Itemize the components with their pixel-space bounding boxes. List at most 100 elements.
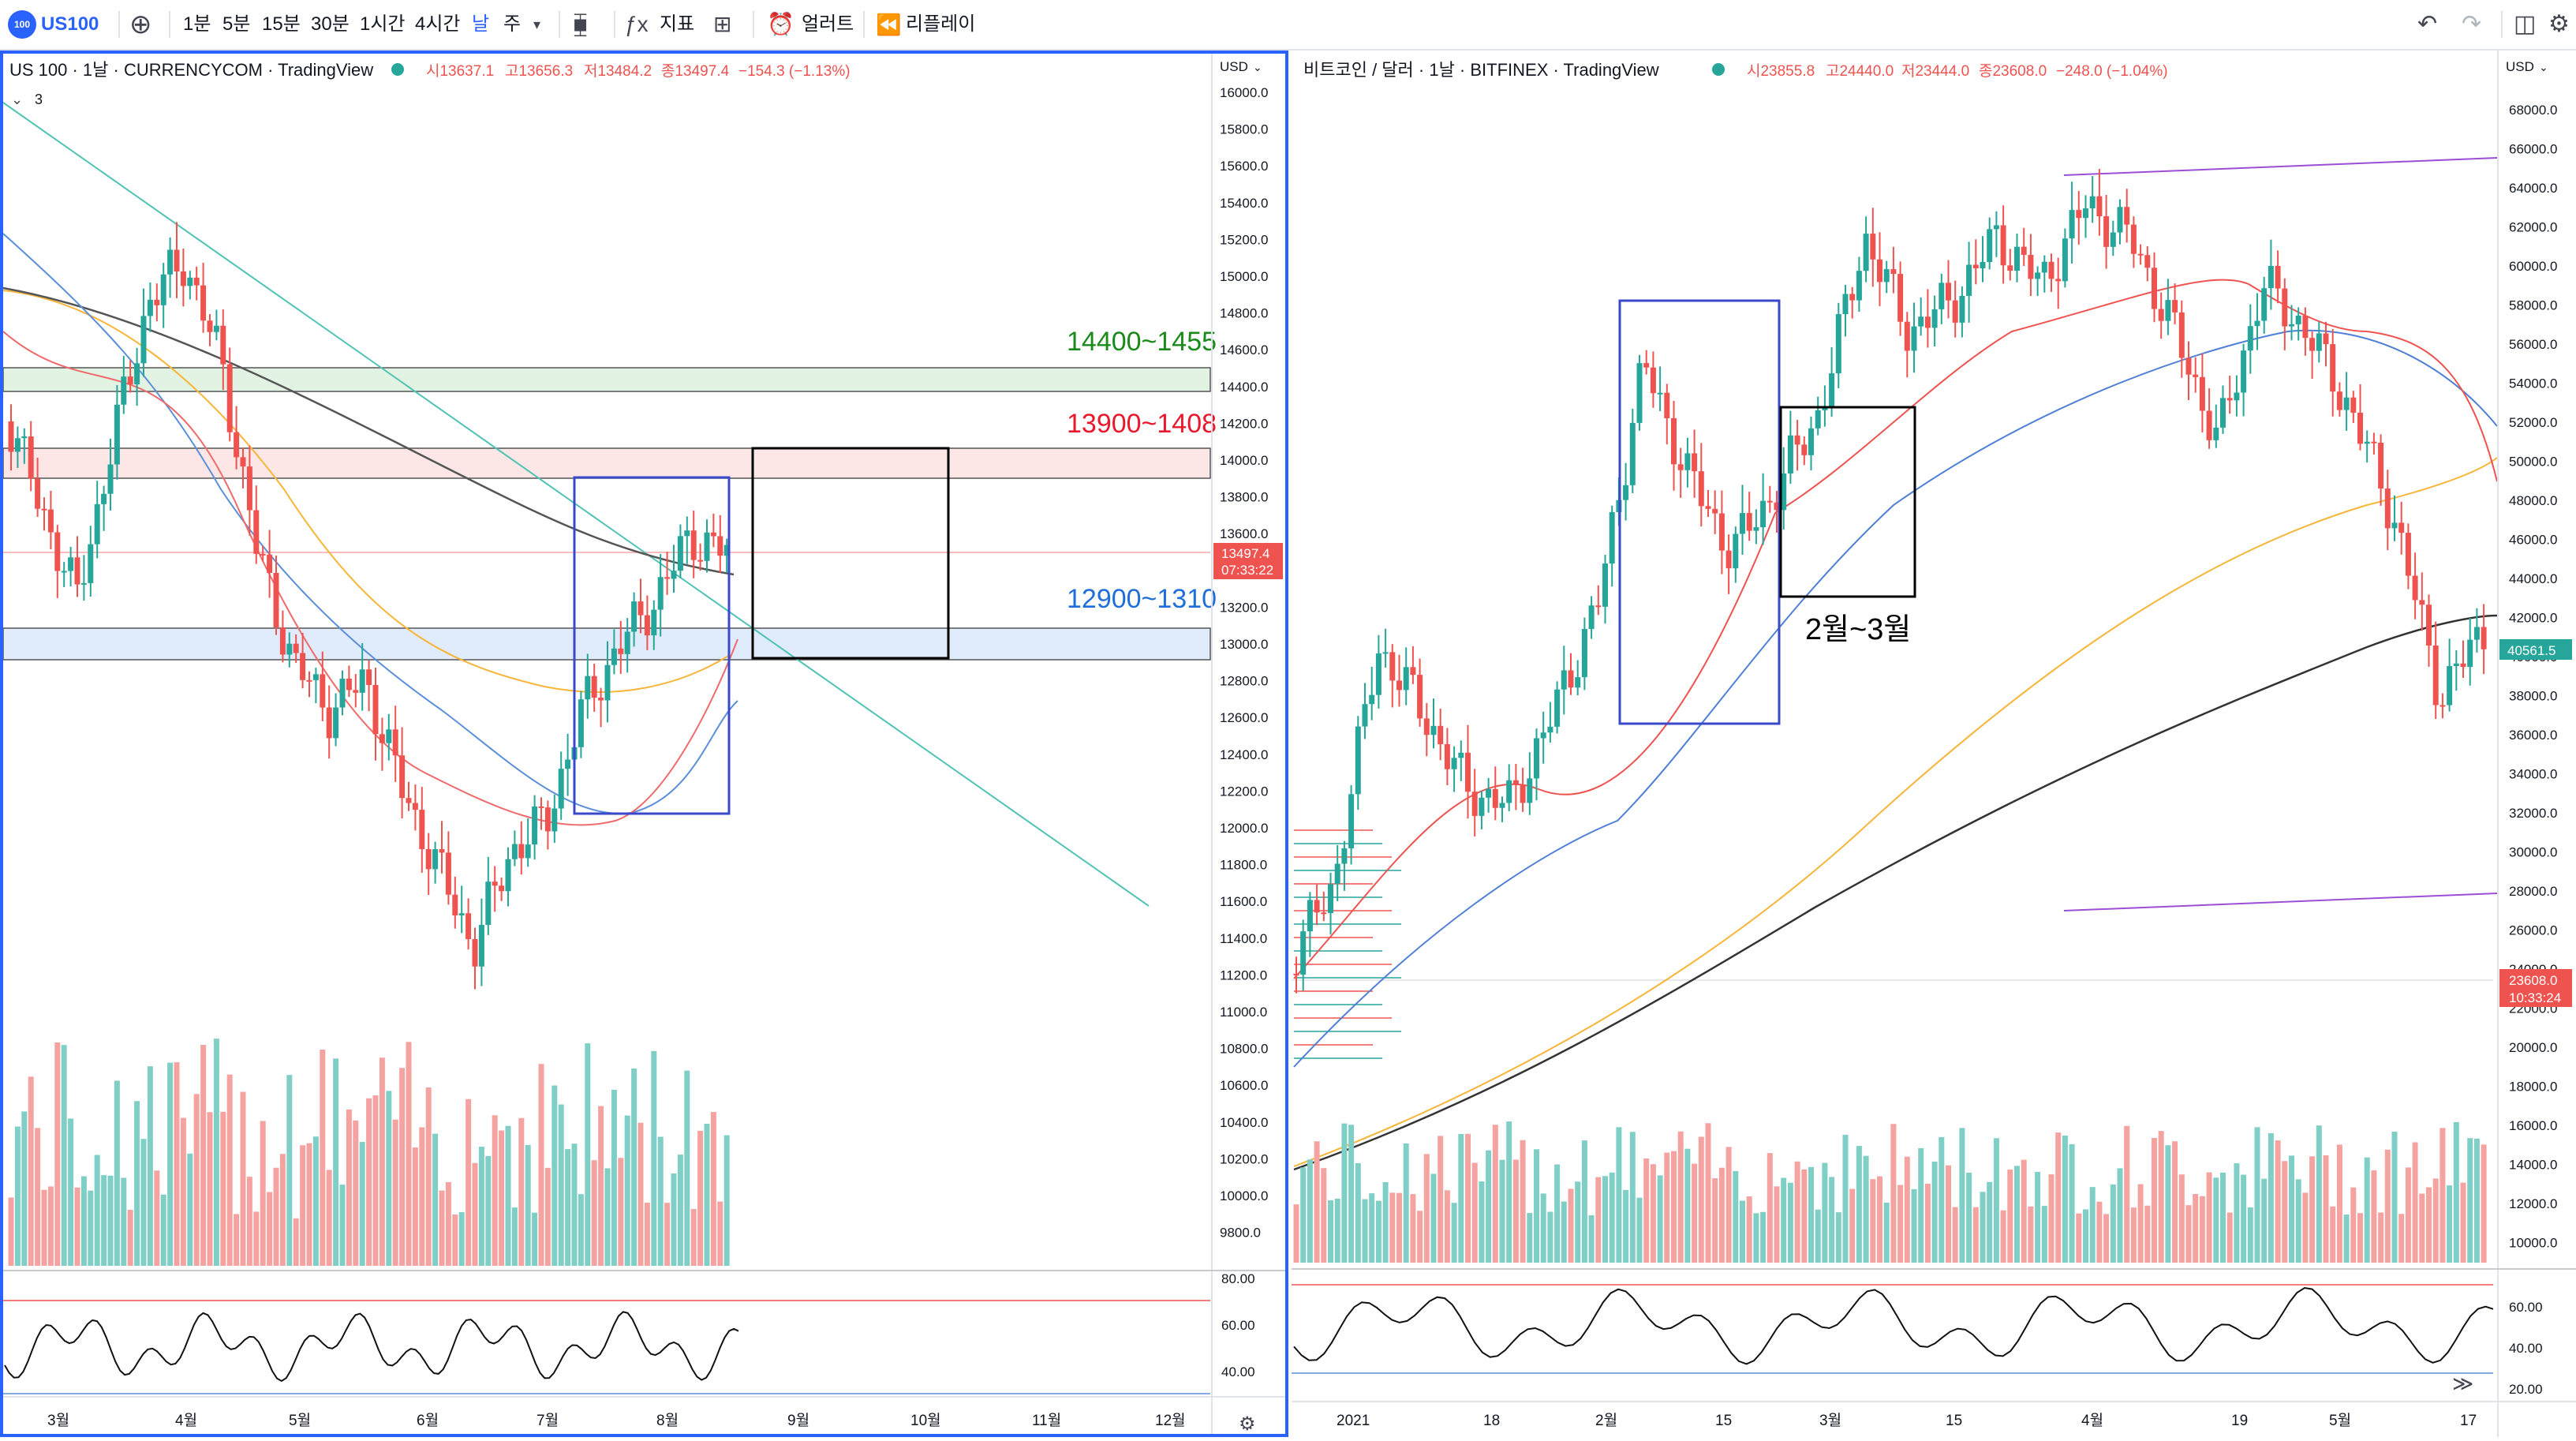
us100-chart-pane[interactable]: 14400~1455 13900~1408 12900~1310 US 100 … <box>0 51 1288 1437</box>
interval-4h-button[interactable]: 4시간 <box>415 13 461 35</box>
volume-bar <box>2041 1206 2047 1263</box>
interval-dropdown-icon[interactable]: ▾ <box>533 17 541 32</box>
candle-body <box>1293 974 1299 975</box>
candle-body <box>1712 508 1718 514</box>
price-tick: 16000.0 <box>2509 1118 2557 1133</box>
price-tick: 11600.0 <box>1220 894 1267 909</box>
indicators-button[interactable]: 지표 <box>660 13 695 35</box>
candle-body <box>1643 363 1650 368</box>
indicator-count[interactable]: 3 <box>35 92 43 107</box>
candle-body <box>2152 268 2157 309</box>
volume-bar <box>2282 1161 2288 1263</box>
black-rectangle-drawing[interactable] <box>751 447 950 660</box>
volume-bar <box>180 1117 186 1266</box>
candle-body <box>1924 316 1931 328</box>
us100-title[interactable]: US 100 · 1날 · CURRENCYCOM · TradingView <box>9 60 373 80</box>
candle-body <box>2055 279 2062 282</box>
alarm-clock-icon[interactable]: ⏰ <box>767 12 794 36</box>
interval-5m-button[interactable]: 5분 <box>222 13 251 35</box>
candle-style-icon[interactable]: ⧯ <box>573 11 589 37</box>
replay-button[interactable]: 리플레이 <box>906 13 976 35</box>
time-tick: 2월 <box>1595 1412 1617 1429</box>
candle-body <box>2220 398 2226 428</box>
us100-time-axis[interactable]: 3월 4월 5월 6월 7월 8월 9월 10월 11월 12월 <box>47 1412 1186 1429</box>
teal-trendline[interactable] <box>2 102 1150 907</box>
price-tick: 15600.0 <box>1220 159 1268 174</box>
replay-rewind-icon[interactable]: ⏪ <box>876 13 902 36</box>
volume-bar <box>478 1147 484 1266</box>
currency-dropdown-icon[interactable]: ⌄ <box>1253 61 1262 73</box>
undo-icon[interactable]: ↶ <box>2417 11 2438 37</box>
indicators-collapse-toggle[interactable]: ⌄ <box>11 92 23 107</box>
volume-bar <box>1959 1128 1965 1263</box>
volume-bar <box>54 1042 61 1266</box>
indicators-icon[interactable]: ƒx <box>625 12 649 36</box>
volume-bar <box>2481 1144 2487 1263</box>
volume-bar <box>273 1167 279 1266</box>
blue-rectangle-drawing[interactable] <box>573 476 731 815</box>
scroll-to-latest-icon[interactable]: ≫ <box>2452 1372 2473 1395</box>
compare-add-icon[interactable]: ⊕ <box>129 9 152 39</box>
candle-body <box>651 609 657 636</box>
time-tick: 12월 <box>1155 1412 1186 1429</box>
volume-bar <box>1952 1207 1958 1263</box>
redo-icon[interactable]: ↷ <box>2462 11 2482 37</box>
chart-settings-gear-icon[interactable]: ⚙ <box>1239 1413 1256 1435</box>
candle-body <box>1479 797 1485 816</box>
currency-label[interactable]: USD <box>1220 59 1248 74</box>
btc-title[interactable]: 비트코인 / 달러 · 1날 · BITFINEX · TradingView <box>1303 60 1659 80</box>
candle-body <box>306 679 312 682</box>
interval-15m-button[interactable]: 15분 <box>262 13 301 35</box>
btc-chart-pane[interactable]: 2월~3월 비트코인 / 달러 · 1날 · BITFINEX · Tradin… <box>1292 51 2576 1437</box>
layout-icon[interactable]: ◫ <box>2514 11 2537 37</box>
candle-body <box>2241 350 2247 393</box>
templates-grid-icon[interactable]: ⊞ <box>713 12 732 36</box>
volume-bar <box>1300 1167 1307 1263</box>
volume-bar <box>651 1050 657 1266</box>
candle-body <box>2028 254 2034 279</box>
candle-body <box>180 271 186 286</box>
blue-rectangle-drawing[interactable] <box>1618 299 1781 725</box>
volume-bar <box>677 1155 683 1266</box>
candle-body <box>154 299 160 305</box>
candle-body <box>2467 639 2473 668</box>
volume-bar <box>624 1115 630 1266</box>
candle-body <box>1547 726 1553 733</box>
candle-body <box>631 601 637 632</box>
ma-orange-line <box>2 290 731 693</box>
interval-day-button[interactable]: 날 <box>472 13 490 35</box>
candle-body <box>2076 210 2082 219</box>
purple-lower-channel[interactable] <box>2063 893 2498 911</box>
us100-price-axis[interactable]: 16000.0 15800.0 15600.0 15400.0 15200.0 15000… <box>1220 85 1268 1241</box>
toolbar-divider <box>118 11 120 38</box>
candle-body <box>2103 216 2110 247</box>
candle-body <box>538 806 544 808</box>
interval-1m-button[interactable]: 1분 <box>183 13 211 35</box>
settings-gear-icon[interactable]: ⚙ <box>2548 11 2570 37</box>
volume-bar <box>2021 1159 2027 1263</box>
volume-bar <box>2234 1163 2240 1263</box>
candle-body <box>1870 234 1876 260</box>
purple-upper-channel[interactable] <box>2063 157 2498 176</box>
currency-dropdown-icon[interactable]: ⌄ <box>2539 61 2548 73</box>
volume-bar <box>107 1175 114 1266</box>
btc-price-axis[interactable]: 68000.0 66000.0 64000.0 62000.0 60000.0 58000… <box>2509 103 2557 1251</box>
volume-bar <box>432 1133 439 1266</box>
volume-bar <box>1877 1176 1882 1263</box>
alert-button[interactable]: 얼러트 <box>802 13 854 35</box>
candle-body <box>1355 726 1361 795</box>
currency-label[interactable]: USD <box>2506 59 2534 74</box>
black-rectangle-drawing[interactable] <box>1779 406 1916 598</box>
annotation-label[interactable]: 2월~3월 <box>1805 613 1911 646</box>
symbol-logo-icon[interactable]: 100 <box>8 10 36 39</box>
interval-week-button[interactable]: 주 <box>503 13 522 35</box>
price-tick: 13200.0 <box>1220 600 1268 615</box>
symbol-search-button[interactable]: US100 <box>41 13 99 35</box>
candle-body <box>458 913 465 915</box>
price-tick: 10000.0 <box>1220 1188 1268 1203</box>
interval-1h-button[interactable]: 1시간 <box>360 13 406 35</box>
btc-time-axis[interactable]: 2021 18 2월 15 3월 15 4월 19 5월 17 <box>1337 1412 2477 1429</box>
interval-30m-button[interactable]: 30분 <box>311 13 350 35</box>
volume-bar <box>1636 1197 1643 1263</box>
volume-bar <box>2350 1187 2357 1263</box>
